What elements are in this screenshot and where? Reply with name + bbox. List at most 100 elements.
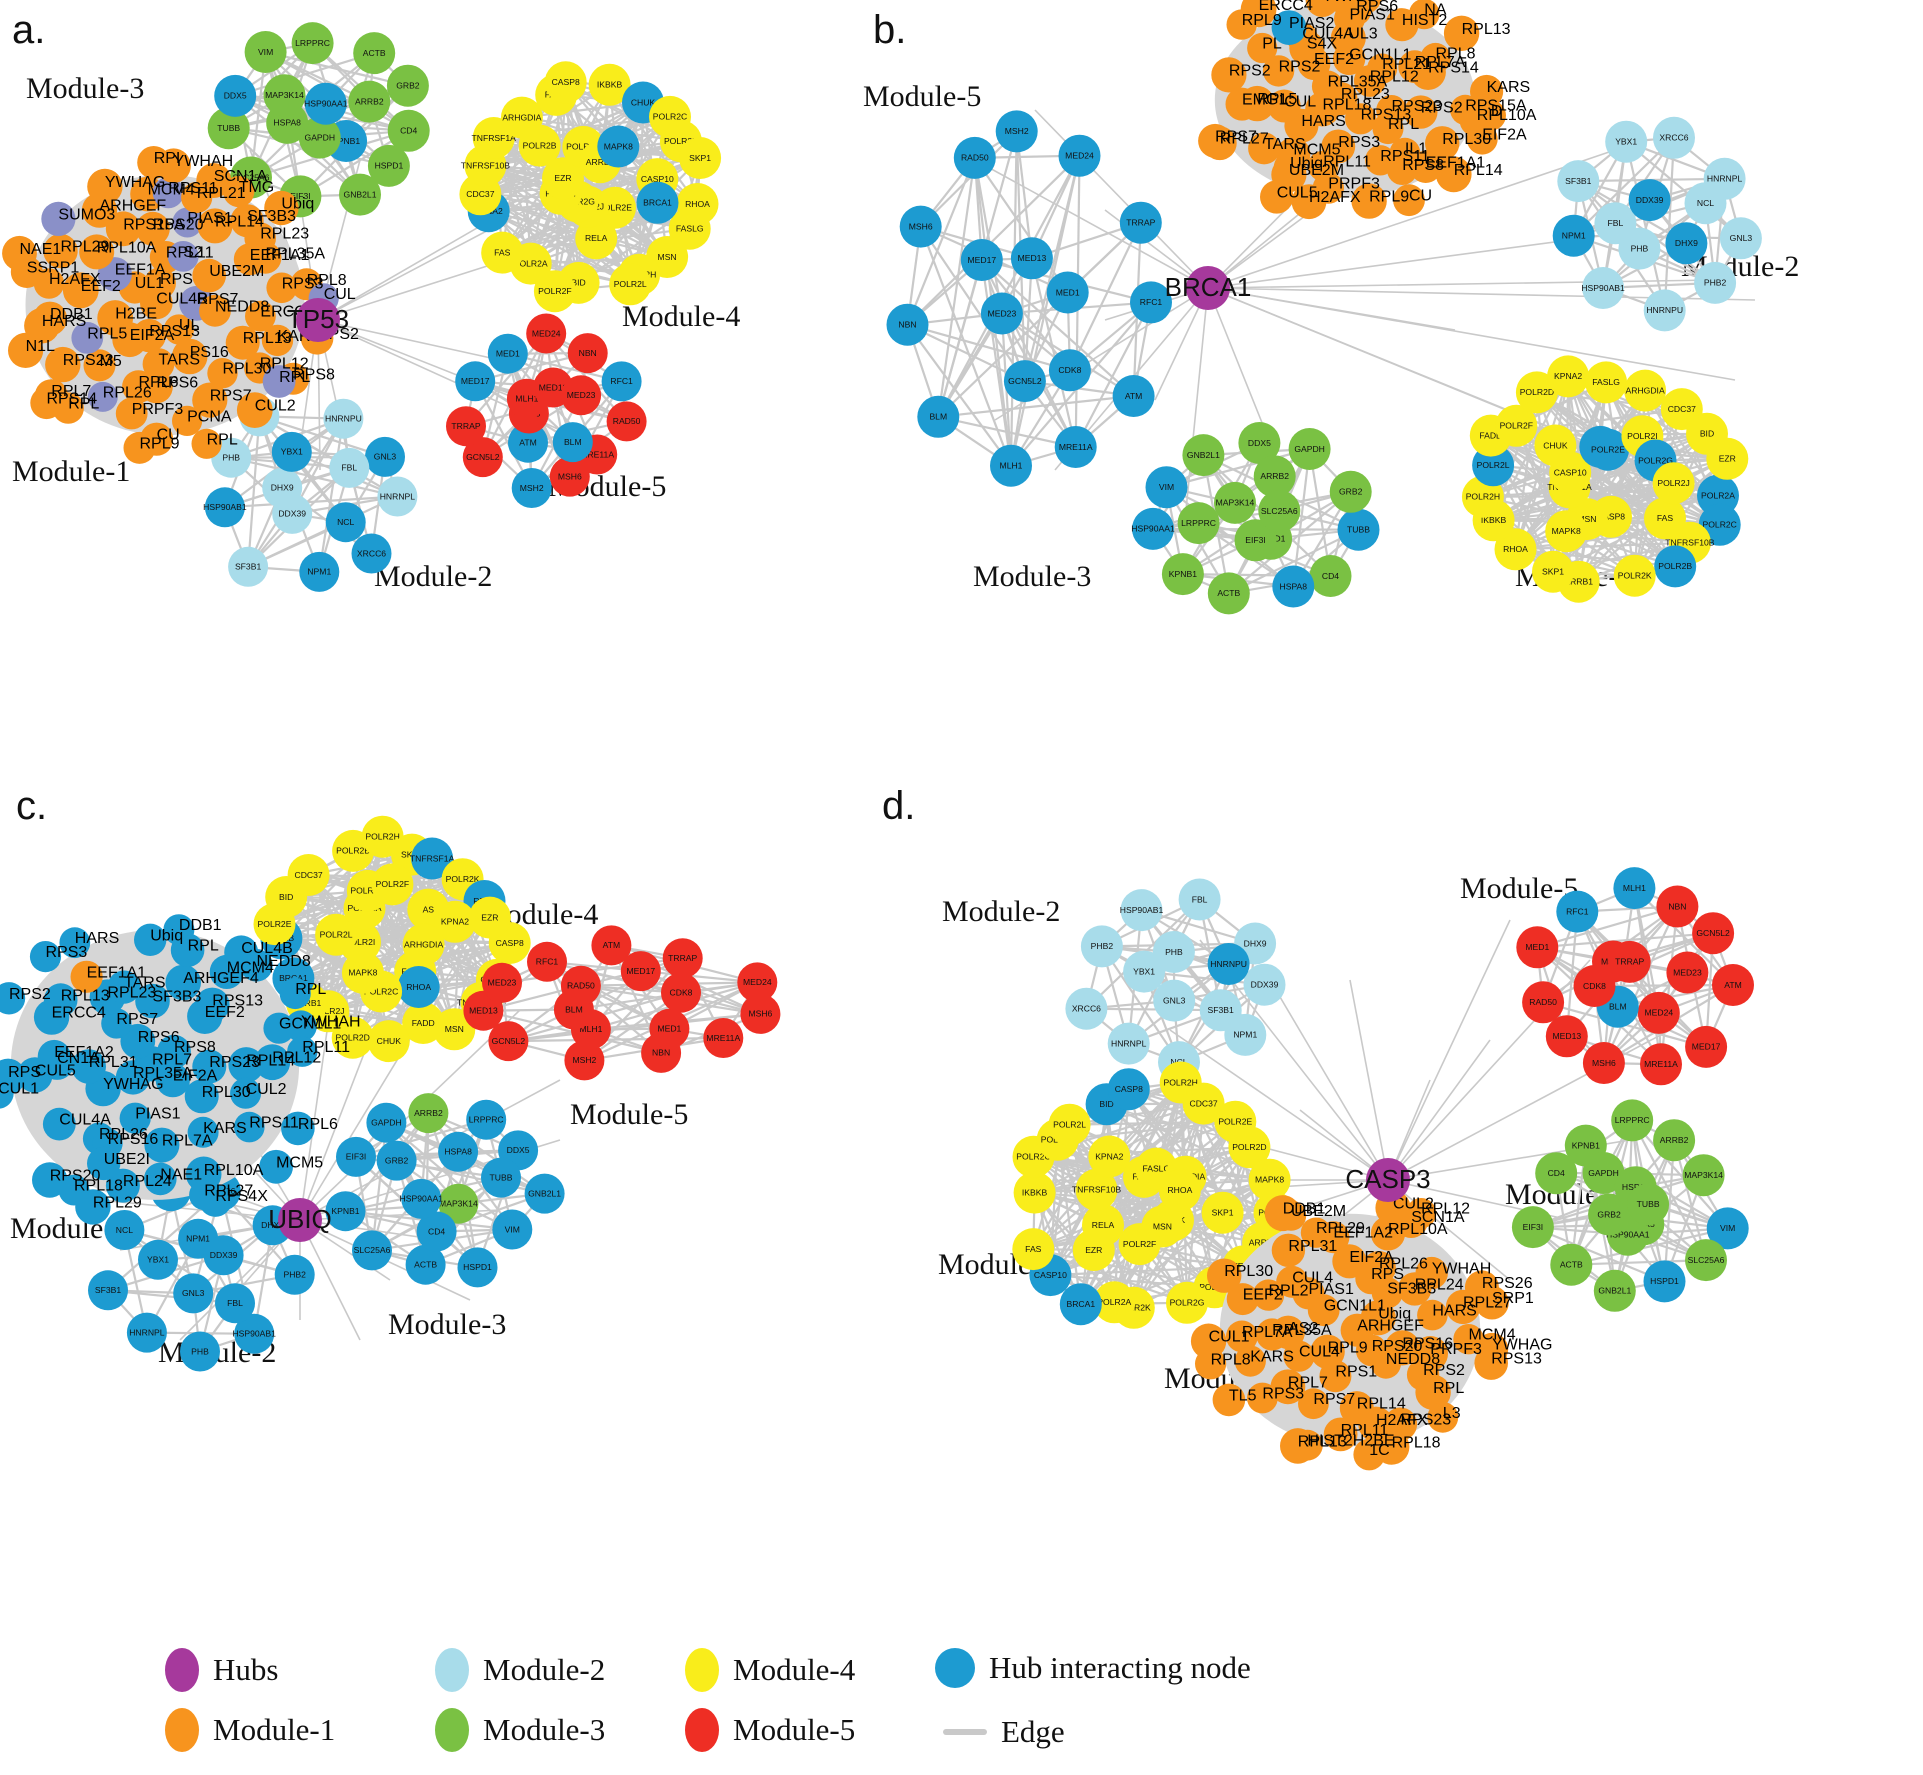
node-circle[interactable] (1054, 426, 1097, 468)
node-circle[interactable] (259, 1149, 293, 1184)
node-circle[interactable] (274, 1254, 315, 1295)
network-node[interactable]: LRPPRC (1177, 502, 1220, 545)
network-node[interactable]: POLR2G (1166, 1281, 1208, 1324)
network-node[interactable]: ARHGDIA (402, 923, 445, 966)
node-circle[interactable] (287, 854, 330, 896)
node-circle[interactable] (1329, 470, 1372, 513)
node-circle[interactable] (1587, 428, 1629, 471)
network-node[interactable]: POLR2L (1048, 1103, 1091, 1146)
network-node[interactable]: FBL (215, 1283, 255, 1324)
hub-node-tp53[interactable]: TP53 (287, 298, 349, 342)
network-node[interactable]: EZR (1706, 437, 1749, 480)
node-circle[interactable] (1273, 151, 1307, 185)
node-circle[interactable] (1494, 528, 1537, 571)
network-node[interactable]: KPNA2 (1547, 355, 1590, 398)
network-node[interactable]: XRCC6 (1065, 987, 1108, 1030)
network-node[interactable]: VIM (492, 1209, 533, 1250)
node-circle[interactable] (1719, 217, 1762, 260)
node-circle[interactable] (32, 301, 68, 336)
node-circle[interactable] (1351, 183, 1387, 219)
node-circle[interactable] (1059, 1283, 1102, 1326)
network-node[interactable]: DHX9 (262, 467, 303, 508)
node-circle[interactable] (336, 1136, 376, 1177)
node-circle[interactable] (1182, 1082, 1225, 1125)
node-circle[interactable] (1637, 991, 1680, 1034)
node-circle[interactable] (1317, 1221, 1350, 1254)
node-circle[interactable] (315, 913, 358, 956)
node-circle[interactable] (1207, 572, 1250, 615)
node-circle[interactable] (1585, 361, 1628, 404)
network-node[interactable]: ATM (1112, 375, 1155, 417)
node-circle[interactable] (886, 303, 929, 346)
hub-node-brca1[interactable]: BRCA1 (1165, 266, 1252, 310)
node-circle[interactable] (87, 381, 118, 412)
node-circle[interactable] (606, 401, 647, 442)
node-circle[interactable] (1118, 1223, 1161, 1266)
hub-circle[interactable] (1186, 266, 1230, 310)
node-circle[interactable] (1248, 1158, 1291, 1201)
network-node[interactable]: TRRAP (1608, 940, 1651, 983)
node-circle[interactable] (552, 422, 593, 463)
node-circle[interactable] (1253, 455, 1296, 498)
node-circle[interactable] (1177, 502, 1220, 545)
node-circle[interactable] (1214, 481, 1256, 524)
network-node[interactable]: PHB2 (1080, 925, 1123, 968)
network-node[interactable]: FAS (1012, 1228, 1055, 1271)
network-node[interactable]: SKP1 (1532, 550, 1574, 593)
node-circle[interactable] (101, 1008, 132, 1039)
node-circle[interactable] (43, 233, 78, 269)
node-circle[interactable] (482, 962, 522, 1003)
node-circle[interactable] (1475, 1285, 1509, 1320)
network-node[interactable]: HSPA8 (1272, 565, 1315, 608)
network-node[interactable]: SLC25A6 (1685, 1239, 1727, 1282)
node-circle[interactable] (71, 322, 104, 354)
node-circle[interactable] (1337, 508, 1380, 551)
network-node[interactable]: RAD50 (606, 401, 647, 442)
network-node[interactable]: DDX5 (214, 74, 257, 117)
network-node[interactable]: SF3B1 (88, 1270, 128, 1311)
network-node[interactable]: MAP3K14 (1214, 481, 1256, 524)
node-circle[interactable] (564, 1040, 605, 1081)
network-node[interactable]: GCN5L2 (1692, 912, 1735, 955)
network-node[interactable]: CD4 (1309, 555, 1352, 597)
node-circle[interactable] (1226, 1320, 1258, 1353)
node-circle[interactable] (567, 333, 608, 374)
network-node[interactable]: LRPPRC (291, 22, 334, 65)
node-circle[interactable] (455, 361, 496, 402)
network-node[interactable]: TRRAP (662, 938, 703, 979)
network-node[interactable]: IKBKB (1013, 1171, 1056, 1214)
node-circle[interactable] (30, 386, 63, 420)
node-circle[interactable] (1267, 89, 1301, 123)
node-circle[interactable] (1226, 1283, 1259, 1316)
network-node[interactable]: GNB2L1 (1593, 1269, 1636, 1312)
node-circle[interactable] (304, 82, 347, 125)
node-circle[interactable] (1425, 126, 1460, 161)
network-node[interactable]: MED1 (1516, 926, 1559, 969)
node-circle[interactable] (376, 1140, 417, 1181)
network-node[interactable]: MED24 (1058, 134, 1101, 177)
node-circle[interactable] (87, 168, 123, 205)
node-circle[interactable] (1199, 989, 1242, 1032)
node-circle[interactable] (1605, 120, 1648, 163)
network-node[interactable]: MED23 (482, 962, 522, 1003)
network-node[interactable]: NPM1 (1552, 214, 1595, 257)
node-circle[interactable] (1323, 1417, 1358, 1452)
network-node[interactable]: ARHGDIA (1624, 369, 1667, 412)
node-circle[interactable] (1212, 1383, 1246, 1417)
node-circle[interactable] (953, 136, 996, 179)
network-node[interactable]: SKP1 (679, 137, 722, 179)
node-circle[interactable] (1435, 156, 1472, 193)
network-node[interactable]: CD4 (387, 109, 430, 152)
node-circle[interactable] (1243, 963, 1286, 1006)
node-circle[interactable] (1158, 1169, 1201, 1212)
node-circle[interactable] (134, 923, 167, 956)
node-circle[interactable] (215, 1283, 255, 1324)
node-circle[interactable] (1272, 565, 1315, 608)
node-circle[interactable] (167, 241, 199, 272)
node-circle[interactable] (1088, 1135, 1131, 1178)
node-circle[interactable] (1319, 1360, 1352, 1393)
node-circle[interactable] (204, 487, 245, 528)
node-circle[interactable] (157, 1034, 191, 1069)
node-circle[interactable] (1613, 867, 1656, 910)
network-node[interactable]: GRB2 (1329, 470, 1372, 513)
